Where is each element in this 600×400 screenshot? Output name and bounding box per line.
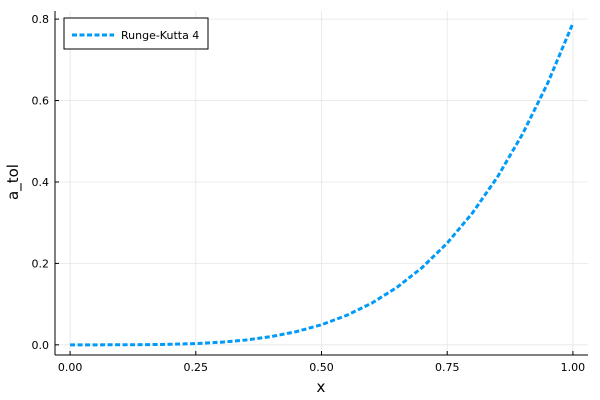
- legend: Runge-Kutta 4: [63, 17, 209, 50]
- y-tick-label-4: 0.8: [32, 13, 50, 26]
- y-tick-label-3: 0.6: [32, 95, 50, 108]
- series-line-0: [70, 22, 575, 347]
- axes: [54, 11, 588, 356]
- x-tick-label-0: 0.00: [58, 361, 83, 374]
- x-tick-label-3: 0.75: [435, 361, 460, 374]
- legend-label-runge-kutta-4: Runge-Kutta 4: [121, 29, 199, 42]
- x-axis-label: x: [317, 378, 326, 396]
- x-tick-label-1: 0.25: [184, 361, 209, 374]
- y-axis-label: a_tol: [4, 164, 23, 200]
- x-tick-label-2: 0.50: [309, 361, 334, 374]
- tick-labels: 0.00 0.25 0.50 0.75 1.00 0.0 0.2 0.4 0.6 0.8: [32, 13, 586, 374]
- y-tick-label-1: 0.2: [32, 257, 50, 270]
- grid: [55, 11, 588, 355]
- x-tick-label-4: 1.00: [561, 361, 586, 374]
- series-layer: [70, 22, 575, 347]
- y-tick-label-0: 0.0: [32, 339, 50, 352]
- y-tick-label-2: 0.4: [32, 176, 50, 189]
